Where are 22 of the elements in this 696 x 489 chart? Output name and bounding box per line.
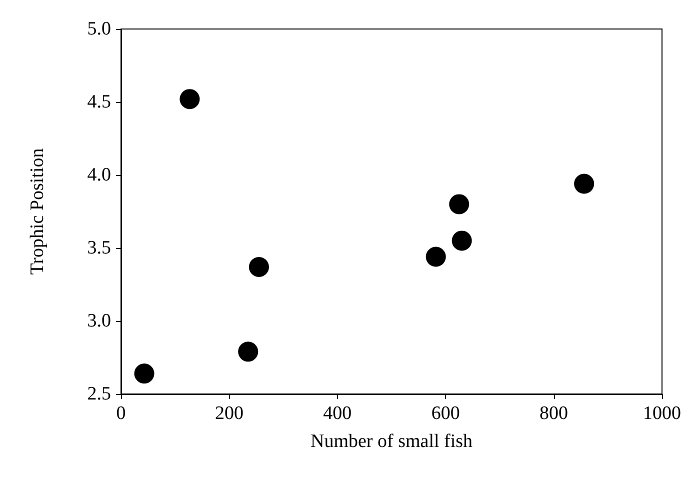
x-tick-label: 800: [540, 403, 568, 424]
x-tick-label: 200: [214, 403, 244, 424]
y-tick-label: 3.0: [87, 310, 111, 332]
x-tick-label: 0: [116, 403, 126, 424]
point: [449, 194, 470, 214]
y-tick-label: 4.5: [87, 92, 111, 112]
x-tick-label: 400: [323, 403, 352, 424]
x-tick-label: 1000: [643, 403, 681, 424]
point: [452, 230, 472, 251]
point: [134, 364, 154, 384]
y-tick-label: 5.0: [87, 18, 111, 40]
point: [426, 246, 446, 267]
x-tick-label: 600: [431, 403, 460, 424]
y-tick-label: 2.5: [87, 384, 111, 404]
x-axis-title: Number of small fish: [310, 431, 473, 452]
point: [248, 256, 269, 277]
y-tick-label: 4.0: [87, 164, 111, 186]
y-axis-title: Trophic Position: [27, 148, 48, 275]
y-tick-label: 3.5: [87, 238, 111, 258]
point: [238, 342, 258, 362]
point: [574, 174, 594, 194]
point: [180, 89, 200, 110]
